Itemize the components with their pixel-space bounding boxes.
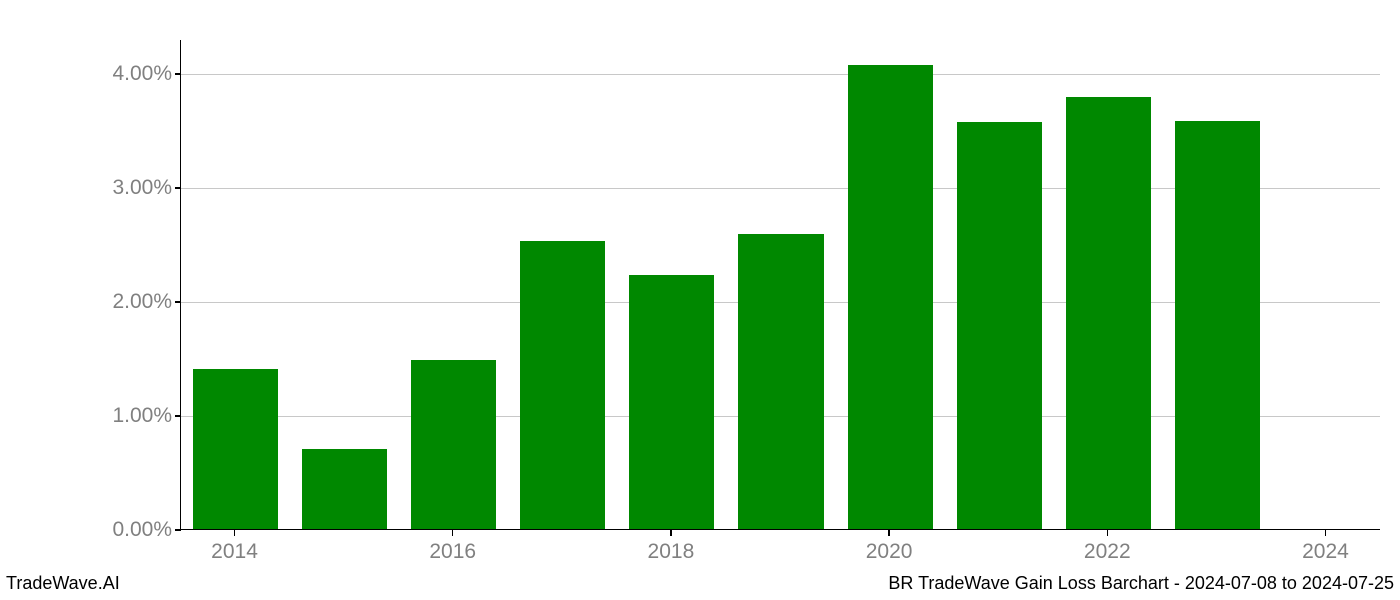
plot-region	[180, 40, 1380, 530]
y-tick-mark	[175, 301, 181, 303]
x-tick-label: 2024	[1302, 540, 1349, 564]
bar	[848, 65, 933, 529]
y-tick-mark	[175, 73, 181, 75]
x-tick-label: 2016	[429, 540, 476, 564]
x-tick-label: 2022	[1084, 540, 1131, 564]
y-tick-label: 1.00%	[12, 404, 172, 428]
gridline	[181, 74, 1380, 75]
bar	[411, 360, 496, 529]
y-tick-label: 4.00%	[12, 62, 172, 86]
x-tick-mark	[1107, 530, 1109, 536]
x-tick-mark	[452, 530, 454, 536]
chart-plot-area	[180, 40, 1380, 530]
x-tick-mark	[670, 530, 672, 536]
x-tick-mark	[1325, 530, 1327, 536]
footer-caption: BR TradeWave Gain Loss Barchart - 2024-0…	[888, 573, 1394, 594]
bar	[1066, 97, 1151, 529]
footer-brand: TradeWave.AI	[6, 573, 120, 594]
x-tick-label: 2014	[211, 540, 258, 564]
y-tick-label: 3.00%	[12, 176, 172, 200]
bar	[302, 449, 387, 529]
y-tick-mark	[175, 529, 181, 531]
bar	[1175, 121, 1260, 529]
y-tick-mark	[175, 187, 181, 189]
x-tick-mark	[234, 530, 236, 536]
x-tick-label: 2020	[866, 540, 913, 564]
bar	[629, 275, 714, 529]
y-tick-label: 0.00%	[12, 518, 172, 542]
bar	[520, 241, 605, 529]
x-tick-label: 2018	[648, 540, 695, 564]
bar	[738, 234, 823, 529]
y-tick-label: 2.00%	[12, 290, 172, 314]
bar	[193, 369, 278, 529]
y-tick-mark	[175, 415, 181, 417]
x-tick-mark	[888, 530, 890, 536]
bar	[957, 122, 1042, 529]
